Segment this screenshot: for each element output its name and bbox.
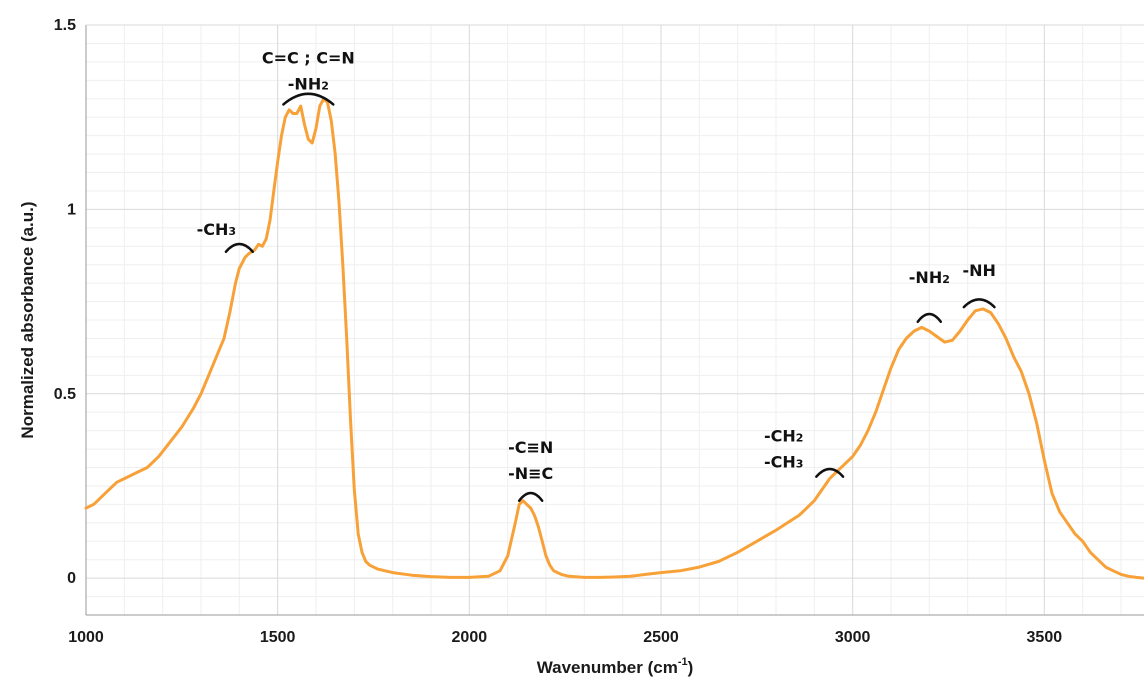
annotation-bracket [517,491,544,502]
x-axis-title-close: ) [688,658,694,677]
x-tick-label: 1000 [68,629,104,646]
x-axis-title-text: Wavenumber (cm [537,658,678,677]
y-tick-label: 1 [67,201,76,218]
annotation-1: -CH3 [197,220,255,254]
x-tick-label: 2500 [643,629,679,646]
annotation-0: C=C ; C=N -NH2 [262,49,355,106]
annotation-label: C=C ; C=N [262,49,355,68]
y-tick-label: 0 [67,570,76,587]
y-tick-label: 1.5 [54,17,76,34]
annotation-label: -CH3 [764,453,803,472]
x-tick-labels: 1000 1500 2000 2500 3000 3500 [68,629,1062,646]
x-axis-title: Wavenumber (cm-1) [537,656,694,677]
y-tick-label: 0.5 [54,386,76,403]
annotation-4: -NH2 [909,268,950,324]
axes [85,24,1144,616]
annotation-bracket [224,242,255,254]
x-tick-label: 2000 [452,629,488,646]
annotation-label: -CH3 [197,220,236,239]
annotation-bracket [962,298,996,309]
series-line-0 [84,97,1144,580]
x-tick-label: 3500 [1027,629,1063,646]
x-tick-label: 3000 [835,629,871,646]
annotation-label: -NH [962,261,995,280]
annotation-label: -NH2 [909,268,950,287]
y-tick-labels: 0 0.5 1 1.5 [54,17,76,587]
annotation-5: -NH [962,261,996,309]
annotation-bracket [282,92,335,106]
minor-grid [86,25,1144,616]
x-axis-title-sup: -1 [678,656,688,668]
annotation-3: -CH2 -CH3 [764,427,845,478]
annotation-label: -N≡C [508,464,553,483]
annotations-group: C=C ; C=N -NH2 -CH3 -C≡N -N≡C -CH2 -CH3 -NH2 -NH [197,49,996,502]
annotation-bracket [815,467,845,478]
annotation-2: -C≡N -N≡C [508,438,553,502]
annotation-bracket [916,312,943,324]
annotation-label: -NH2 [288,75,329,94]
series-group [84,97,1144,580]
x-tick-label: 1500 [260,629,296,646]
annotation-label: -CH2 [764,427,803,446]
y-axis-title: Normalized absorbance (a.u.) [18,201,37,438]
annotation-label: -C≡N [508,438,553,457]
